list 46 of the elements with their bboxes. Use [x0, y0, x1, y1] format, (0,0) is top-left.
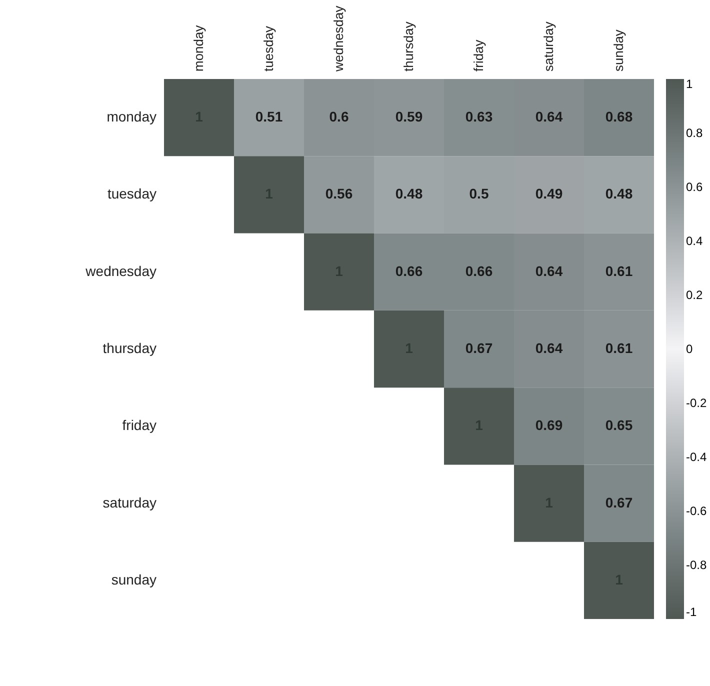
- x-tick-label: thursday: [401, 21, 416, 72]
- data-label: 0.67: [465, 340, 493, 356]
- color-bar-label: 0.2: [686, 288, 704, 302]
- data-label: 0.49: [535, 186, 563, 202]
- y-tick-label: saturday: [102, 494, 156, 510]
- data-label: 0.63: [465, 108, 493, 125]
- data-label: 0.68: [605, 108, 633, 125]
- x-tick-label: saturday: [541, 21, 556, 72]
- data-label: 0.67: [605, 494, 633, 510]
- data-label: 0.61: [605, 262, 633, 279]
- data-label: 0.65: [605, 417, 633, 434]
- color-bar-label: -0.6: [686, 504, 708, 518]
- color-bar-label: -0.2: [686, 396, 708, 410]
- data-label: 0.51: [255, 108, 283, 125]
- color-bar-label: 0.6: [686, 180, 704, 194]
- x-tick-label: tuesday: [261, 25, 276, 72]
- y-tick-label: tuesday: [107, 186, 156, 202]
- color-bar-label: -1: [686, 605, 697, 619]
- data-label: 0.64: [535, 108, 563, 125]
- y-tick-label: friday: [122, 417, 156, 434]
- color-bar-label: 1: [686, 77, 693, 91]
- data-label: 0.69: [535, 417, 563, 434]
- color-bar-label: 0.4: [686, 234, 704, 248]
- data-label: 0.48: [395, 186, 423, 202]
- color-bar-label: -0.4: [686, 450, 708, 464]
- data-label: 0.66: [465, 262, 493, 279]
- y-tick-label: thursday: [102, 340, 156, 356]
- x-tick-label: friday: [471, 39, 486, 72]
- data-label: 0.64: [535, 340, 563, 356]
- x-tick-label: sunday: [611, 29, 626, 72]
- data-label: 0.64: [535, 262, 563, 279]
- data-label: 0.5: [469, 186, 489, 202]
- x-tick-label: wednesday: [331, 5, 346, 72]
- y-tick-label: sunday: [111, 571, 156, 588]
- color-bar-label: 0.8: [686, 126, 704, 140]
- data-label: 0.48: [605, 186, 633, 202]
- color-bar-label: 0: [686, 342, 693, 356]
- data-label: 0.56: [325, 186, 353, 202]
- data-label: 0.66: [395, 262, 423, 279]
- data-label: 0.61: [605, 340, 633, 356]
- y-tick-label: wednesday: [84, 262, 156, 279]
- x-tick-label: monday: [191, 24, 206, 72]
- color-bar-label: -0.8: [686, 558, 708, 572]
- data-label: 0.6: [329, 108, 349, 125]
- data-label: 0.59: [395, 108, 423, 125]
- y-tick-label: monday: [106, 108, 156, 125]
